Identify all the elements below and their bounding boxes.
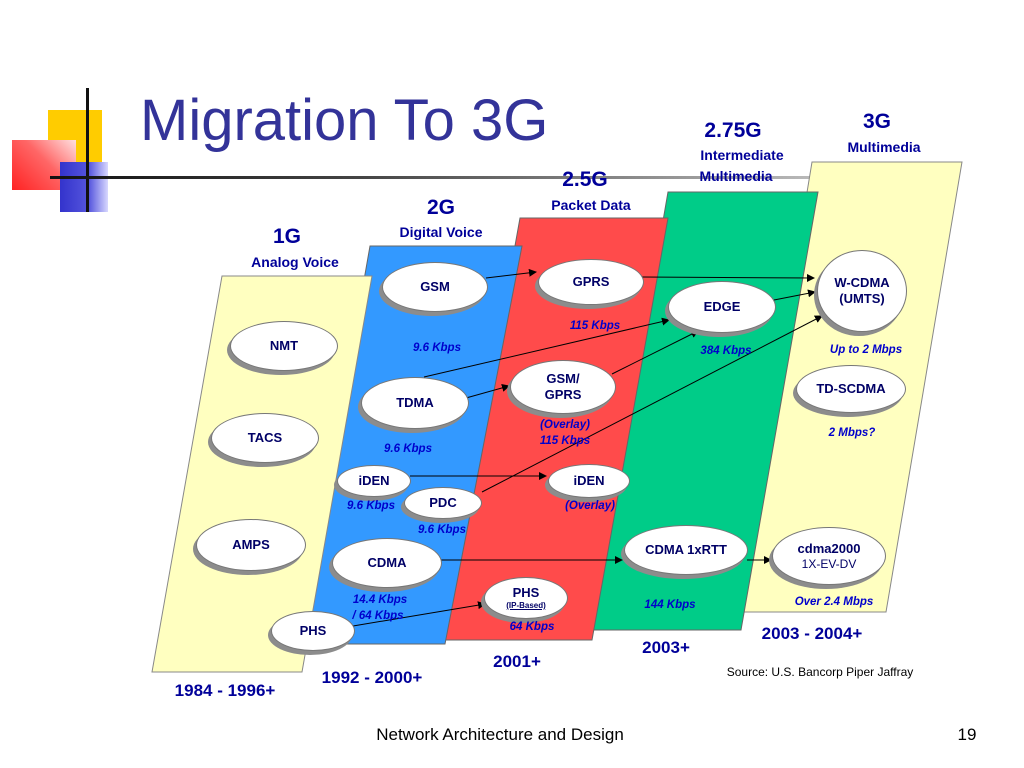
- arrow-gsm-to-gprs: [485, 268, 537, 279]
- node-iden-overlay: iDEN: [548, 464, 630, 498]
- rate-cdma-line-2: / 64 Kbps: [352, 610, 404, 622]
- node-tacs-label: TACS: [247, 430, 283, 446]
- node-cdma: CDMA: [332, 538, 442, 588]
- arrow-tdma-to-edge: [423, 317, 670, 378]
- node-wcdma-line-1: W-CDMA: [834, 275, 890, 291]
- rate-edge: 384 Kbps: [700, 345, 752, 357]
- node-pdc: PDC: [404, 487, 482, 519]
- rate-phs-ip: 64 Kbps: [509, 621, 555, 633]
- node-gsm-gprs-line-2: GPRS: [544, 387, 582, 402]
- rate-cdma2000: Over 2.4 Mbps: [794, 596, 874, 608]
- node-iden-2g-label: iDEN: [358, 473, 390, 489]
- rate-gsm-gprs: 115 Kbps: [539, 435, 591, 447]
- rate-iden-overlay: (Overlay): [565, 500, 615, 512]
- years-2g: 1992 - 2000+: [321, 668, 423, 687]
- node-cdma-label: CDMA: [367, 555, 407, 571]
- node-nmt-label: NMT: [269, 338, 299, 354]
- node-gprs-label: GPRS: [572, 274, 610, 290]
- rate-gsm: 9.6 Kbps: [413, 342, 461, 354]
- gen-2-75g-label: 2.75G: [704, 119, 762, 142]
- node-wcdma-line-2: (UMTS): [839, 291, 885, 306]
- node-phs-ip-note: (IP-Based): [506, 601, 546, 610]
- years-2-75g: 2003+: [642, 638, 690, 657]
- node-tdma-label: TDMA: [396, 395, 434, 411]
- logo-vertical-line: [86, 88, 89, 212]
- years-3g: 2003 - 2004+: [761, 624, 863, 643]
- slide-title: Migration To 3G: [140, 88, 549, 153]
- node-cdma2000: cdma2000 1X-EV-DV: [772, 527, 886, 585]
- node-iden-overlay-label: iDEN: [573, 473, 605, 489]
- arrow-gsm-gprs-to-edge: [611, 330, 699, 375]
- gen-3g-label: 3G: [862, 110, 892, 133]
- logo-blue-square: [60, 162, 108, 212]
- node-td-scdma-label: TD-SCDMA: [816, 381, 886, 397]
- node-tdma: TDMA: [361, 377, 469, 429]
- node-pdc-label: PDC: [429, 495, 457, 511]
- node-nmt: NMT: [230, 321, 338, 371]
- node-gsm: GSM: [382, 262, 488, 312]
- rate-cdma-1xrtt: 144 Kbps: [644, 599, 696, 611]
- rate-iden: 9.6 Kbps: [347, 500, 395, 512]
- source-note: Source: U.S. Bancorp Piper Jaffray: [726, 665, 914, 679]
- rate-cdma-line-1: 14.4 Kbps: [352, 594, 408, 606]
- rate-gsm-gprs-overlay: (Overlay): [540, 419, 590, 431]
- node-cdma-1xrtt-label: CDMA 1xRTT: [645, 542, 727, 558]
- node-phs-ip-label: PHS: [512, 585, 540, 601]
- gen-2-75g-subtitle: Intermediate: [700, 147, 784, 163]
- slide-footer: Network Architecture and Design: [376, 725, 624, 744]
- rate-tdma: 9.6 Kbps: [384, 443, 432, 455]
- node-gsm-gprs-line-1: GSM/: [546, 371, 580, 387]
- node-phs-1g: PHS: [271, 611, 355, 651]
- gen-2g-label: 2G: [426, 196, 456, 219]
- node-tacs: TACS: [211, 413, 319, 463]
- node-iden-2g: iDEN: [337, 465, 411, 497]
- node-phs-1g-label: PHS: [299, 623, 327, 639]
- node-amps: AMPS: [196, 519, 306, 571]
- arrow-gprs-to-wcdma: [641, 273, 815, 282]
- gen-1g-label: 1G: [272, 225, 302, 248]
- node-gsm-label: GSM: [420, 279, 450, 295]
- node-wcdma: W-CDMA (UMTS): [817, 250, 907, 332]
- gen-2-5g-subtitle: Packet Data: [551, 197, 631, 213]
- years-2-5g: 2001+: [493, 652, 541, 671]
- gen-2-5g-label: 2.5G: [562, 168, 608, 191]
- node-cdma2000-line-2: 1X-EV-DV: [801, 556, 857, 571]
- arrow-phs-to-phs-ip: [352, 601, 486, 627]
- node-gprs: GPRS: [538, 259, 644, 305]
- years-1g: 1984 - 1996+: [174, 681, 276, 700]
- node-phs-ip: PHS (IP-Based): [484, 577, 568, 619]
- node-edge-label: EDGE: [703, 299, 741, 315]
- rate-pdc: 9.6 Kbps: [418, 524, 466, 536]
- title-underline: [50, 176, 820, 179]
- node-cdma2000-line-1: cdma2000: [797, 541, 861, 556]
- node-amps-label: AMPS: [232, 537, 270, 553]
- gen-3g-subtitle: Multimedia: [847, 139, 921, 155]
- arrow-pdc-to-wcdma: [481, 315, 823, 493]
- gen-1g-subtitle: Analog Voice: [251, 254, 339, 270]
- node-gsm-gprs: GSM/ GPRS: [510, 360, 616, 414]
- node-td-scdma: TD-SCDMA: [796, 365, 906, 413]
- rate-td-scdma: 2 Mbps?: [828, 427, 876, 439]
- gen-2g-subtitle: Digital Voice: [399, 224, 483, 240]
- node-cdma-1xrtt: CDMA 1xRTT: [624, 525, 748, 575]
- arrow-edge-to-wcdma: [773, 289, 816, 301]
- node-edge: EDGE: [668, 281, 776, 333]
- arrow-tdma-to-gsm-gprs: [465, 384, 510, 399]
- page-number: 19: [957, 725, 977, 744]
- panel-1g: [151, 275, 373, 673]
- gen-2-75g-subtitle-2: Multimedia: [699, 168, 773, 184]
- rate-gprs: 115 Kbps: [569, 320, 621, 332]
- rate-wcdma: Up to 2 Mbps: [829, 344, 903, 356]
